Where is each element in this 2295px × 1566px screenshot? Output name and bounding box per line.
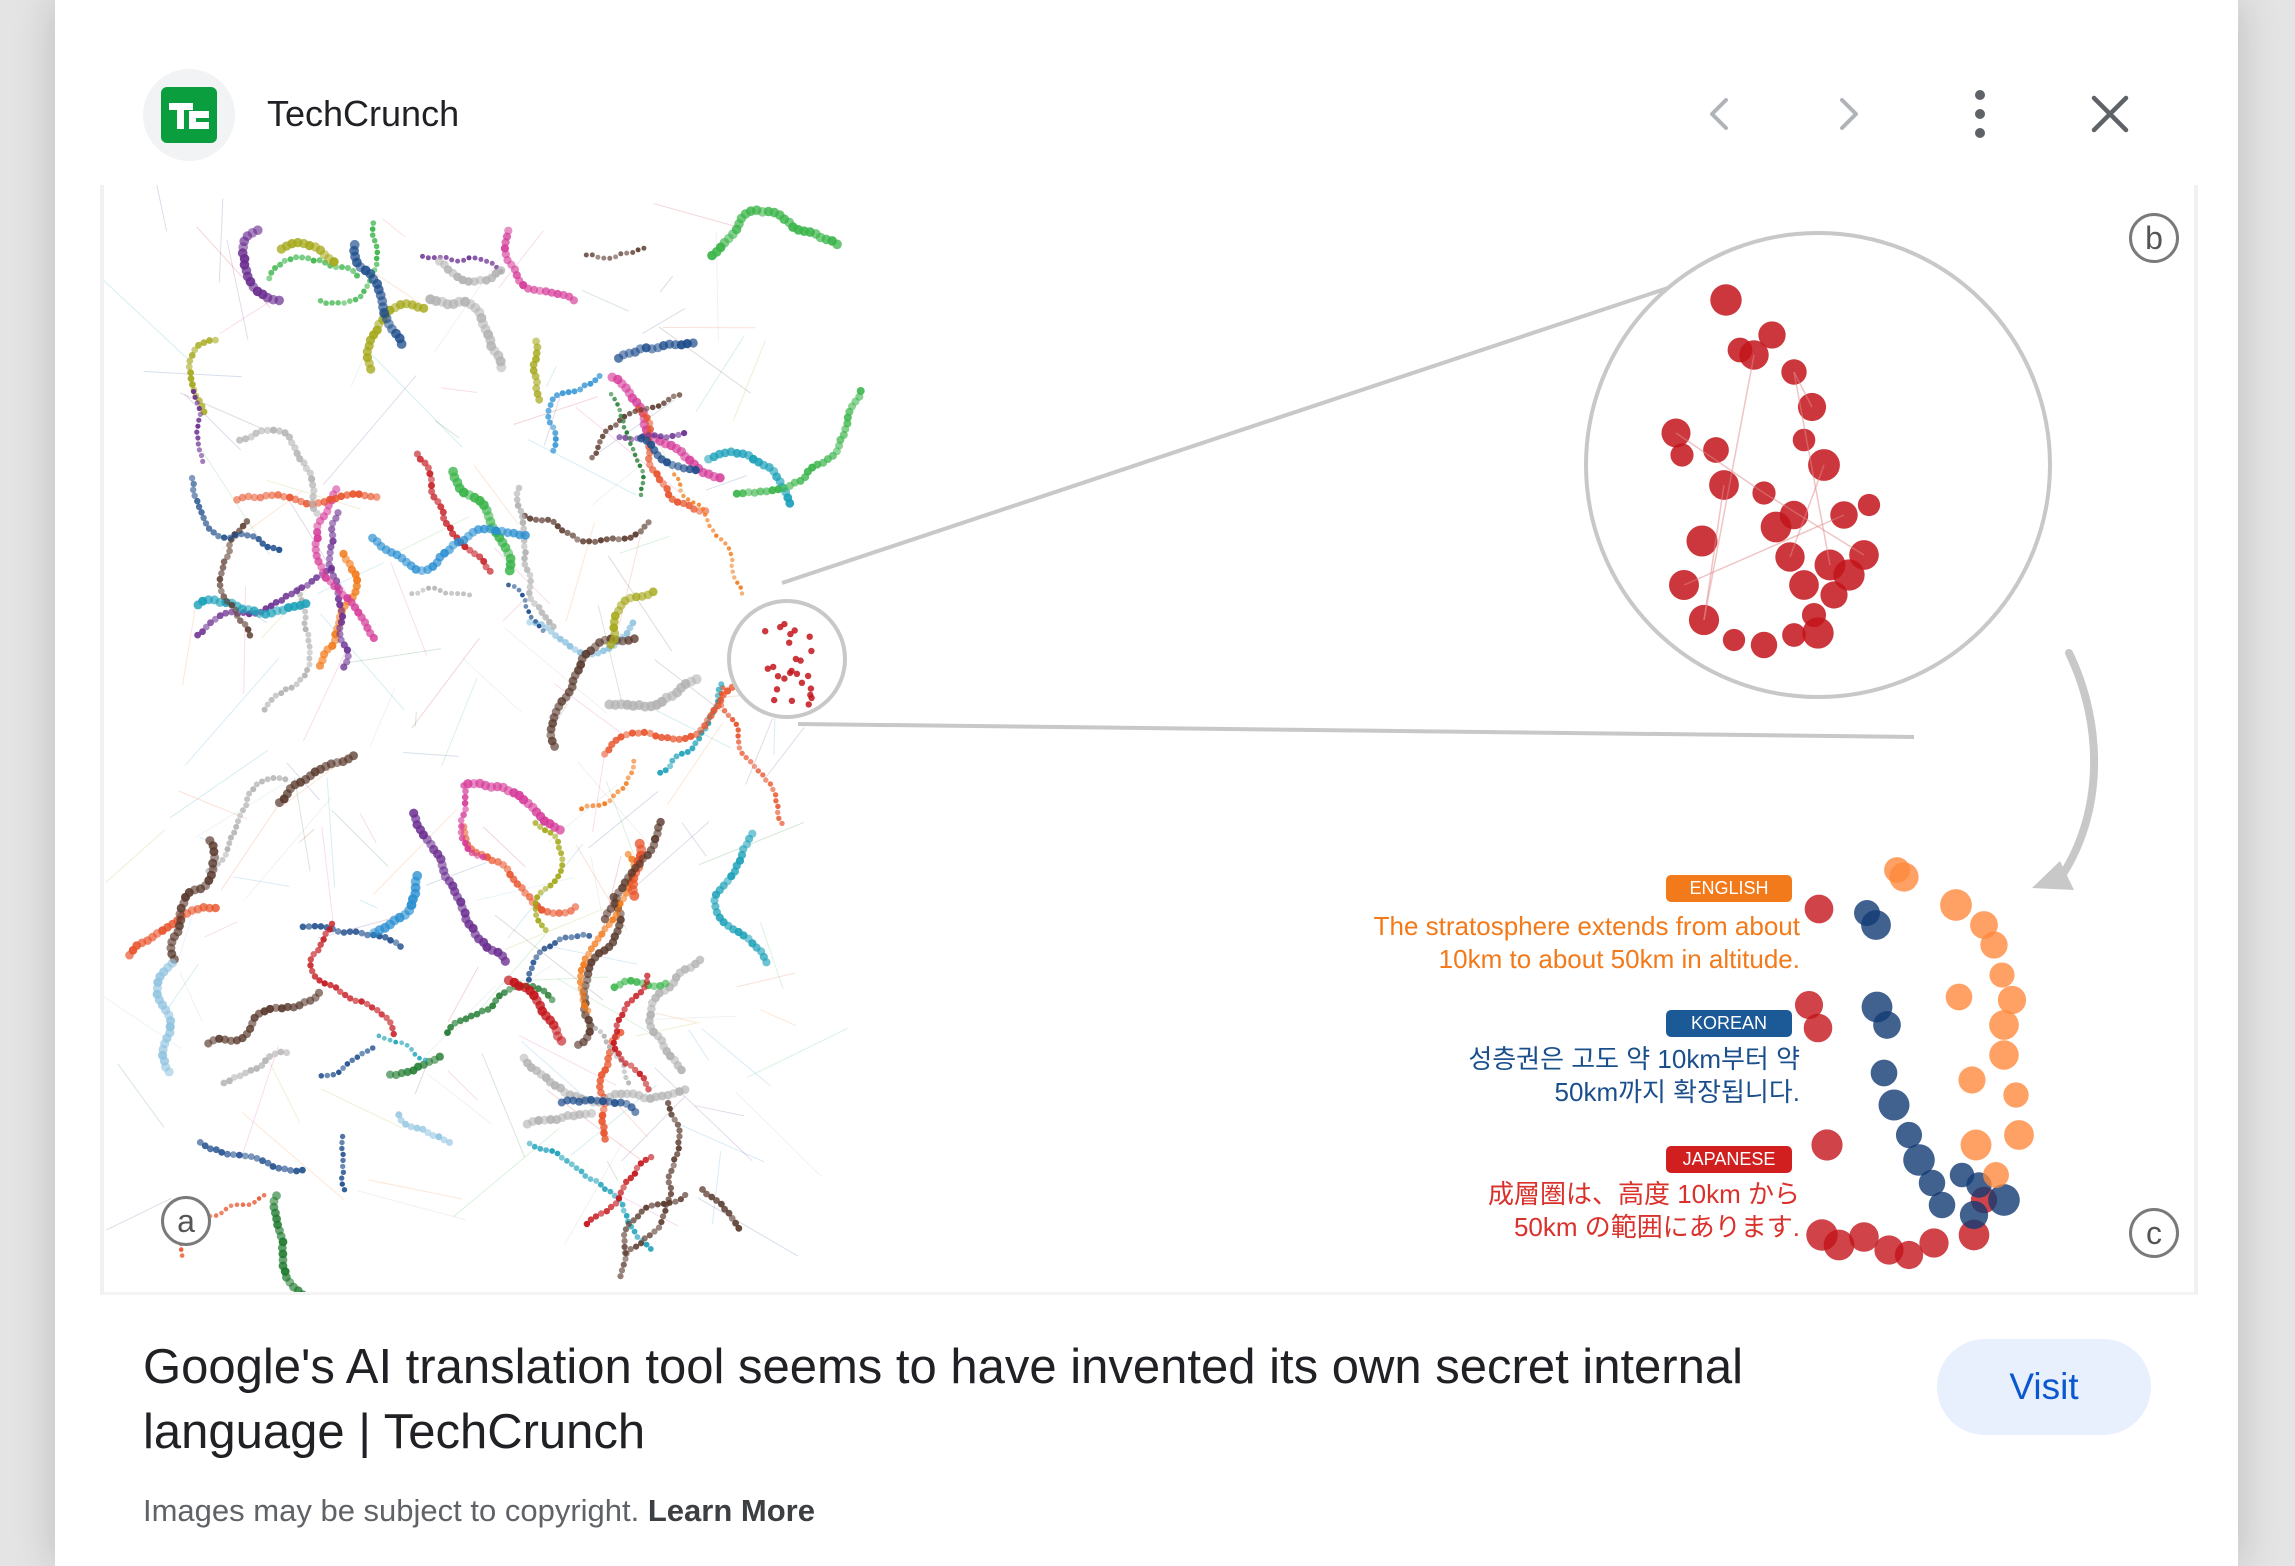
japanese-tag: JAPANESE bbox=[1666, 1146, 1792, 1173]
image-viewer-panel: TechCrunch bbox=[55, 0, 2238, 1566]
next-button[interactable] bbox=[1812, 78, 1884, 150]
source-sentence-cluster bbox=[762, 620, 815, 708]
panel-label-b: b bbox=[2129, 213, 2179, 263]
source-circle bbox=[727, 599, 847, 719]
close-button[interactable] bbox=[2074, 78, 2146, 150]
techcrunch-logo-icon bbox=[161, 87, 217, 143]
embedding-clusters bbox=[104, 185, 865, 1292]
chevron-left-icon bbox=[1710, 98, 1728, 130]
language-legend: ENGLISH The stratosphere extends from ab… bbox=[1204, 875, 1800, 1242]
viewer-header: TechCrunch bbox=[55, 0, 2238, 185]
japanese-sentence: 成層圏は、高度 10km から 50km の範囲にあります. bbox=[1487, 1179, 1800, 1242]
copyright-notice: Images may be subject to copyright. Lear… bbox=[143, 1491, 815, 1531]
zoomed-sentence-cluster bbox=[1661, 284, 1881, 659]
embedding-figure bbox=[104, 185, 2099, 1292]
prev-button[interactable] bbox=[1684, 78, 1756, 150]
panel-label-a: a bbox=[161, 1196, 211, 1246]
korean-tag: KOREAN bbox=[1666, 1010, 1792, 1037]
preview-image[interactable]: a b c ENGLISH The stratosphere extends f… bbox=[100, 185, 2198, 1295]
close-icon bbox=[2091, 95, 2129, 133]
english-sentence: The stratosphere extends from about 10km… bbox=[1373, 911, 1800, 974]
more-vert-icon bbox=[1975, 90, 1985, 138]
panel-label-c: c bbox=[2129, 1208, 2179, 1258]
colored-sentence-cluster bbox=[1794, 857, 2034, 1270]
copyright-text: Images may be subject to copyright. bbox=[143, 1493, 640, 1528]
visit-button[interactable]: Visit bbox=[1937, 1339, 2151, 1435]
result-title[interactable]: Google's AI translation tool seems to ha… bbox=[143, 1340, 1744, 1459]
site-name[interactable]: TechCrunch bbox=[267, 93, 460, 134]
more-options-button[interactable] bbox=[1944, 78, 2016, 150]
learn-more-link[interactable]: Learn More bbox=[647, 1493, 815, 1528]
korean-sentence: 성층권은 고도 약 10km부터 약 50km까지 확장됩니다. bbox=[1468, 1044, 1800, 1107]
chevron-right-icon bbox=[1840, 98, 1858, 130]
english-tag: ENGLISH bbox=[1666, 875, 1792, 902]
site-favicon[interactable] bbox=[143, 69, 235, 161]
